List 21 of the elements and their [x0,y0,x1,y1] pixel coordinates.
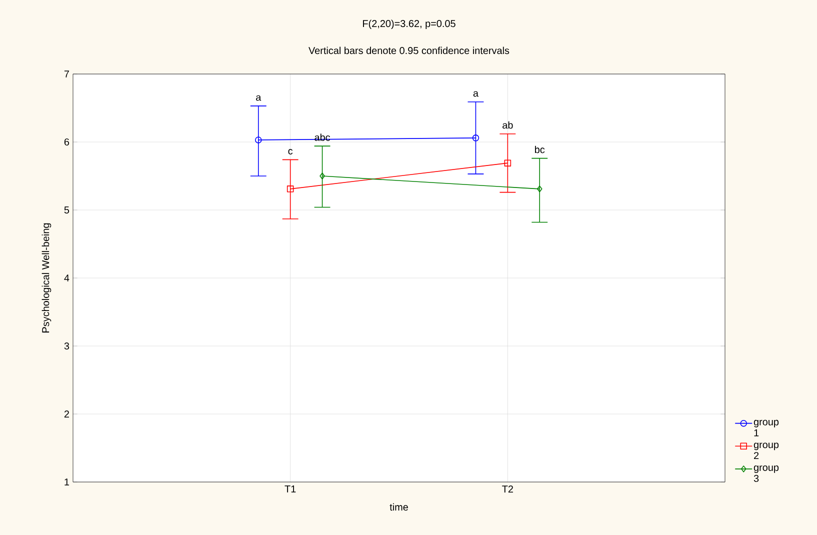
y-tick-label: 6 [64,138,70,146]
y-tick-label: 1 [64,478,69,486]
y-tick-label: 5 [64,206,70,214]
annotation: bc [535,146,545,154]
x-tick-label: T1 [284,486,296,492]
y-tick-label: 2 [64,410,69,418]
annotation: c [288,149,293,154]
y-axis-title: Psychological Well-being [42,223,52,332]
x-axis-title: time [390,503,408,511]
y-tick-label: 4 [64,274,70,282]
annotation: ab [502,121,513,129]
legend-label: group 3 [754,466,779,482]
legend-label: group 1 [754,420,779,436]
annotation: a [256,95,262,101]
y-tick-label: 3 [64,342,70,350]
y-tick-label: 7 [64,70,69,78]
x-tick-label: T2 [502,486,513,492]
legend-label: group 2 [754,442,779,460]
chart-title: F(2,20)=3.62, p=0.05 [363,20,456,30]
chart-subtitle: Vertical bars denote 0.95 confidence intervals [308,46,510,54]
annotation: a [473,91,478,97]
